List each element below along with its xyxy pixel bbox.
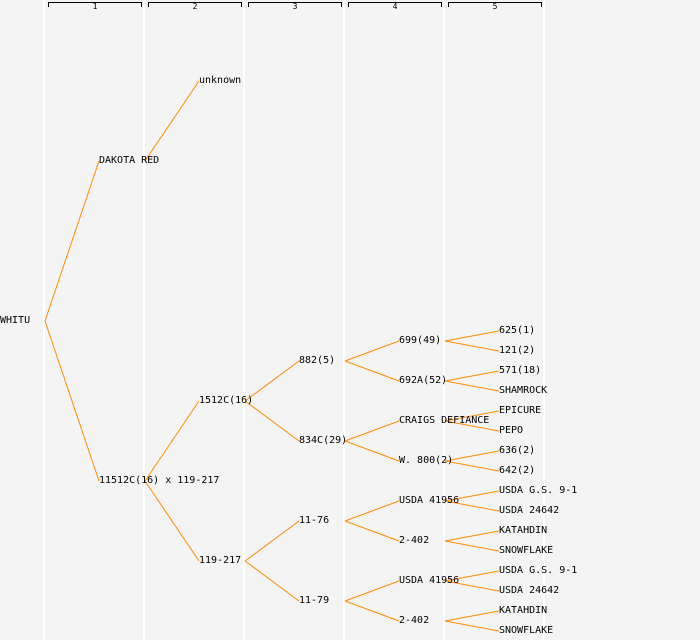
ancestor-node[interactable]: 11512C(16) x 119-217 [99, 475, 220, 486]
column-separator [43, 0, 45, 640]
ancestor-node[interactable]: USDA G.S. 9-1 [499, 565, 578, 576]
parent-link-line [344, 440, 400, 462]
parent-link-line [344, 500, 400, 522]
ancestor-node[interactable]: unknown [199, 75, 242, 86]
parent-link-line [244, 400, 300, 442]
ancestor-node[interactable]: 2-402 [399, 535, 430, 546]
ancestor-node[interactable]: PEPO [499, 425, 524, 436]
ancestor-node[interactable]: SHAMROCK [499, 385, 548, 396]
root-variety[interactable]: WHITU [0, 315, 31, 326]
ancestor-node[interactable]: 1512C(16) [199, 395, 254, 406]
ancestor-node[interactable]: SNOWFLAKE [499, 545, 554, 556]
parent-link-line [444, 410, 500, 422]
ancestor-node[interactable]: USDA G.S. 9-1 [499, 485, 578, 496]
parent-link-line [244, 360, 300, 402]
ancestor-node[interactable]: USDA 41956 [399, 495, 460, 506]
ancestor-node[interactable]: CRAIGS DEFIANCE [399, 415, 490, 426]
ancestor-node[interactable]: 625(1) [499, 325, 536, 336]
ancestor-node[interactable]: KATAHDIN [499, 605, 548, 616]
parent-link-line [344, 580, 400, 602]
parent-link-line [444, 610, 500, 622]
parent-link-line [444, 380, 500, 392]
column-separator [243, 0, 245, 640]
parent-link-line [244, 520, 300, 562]
column-separator [343, 0, 345, 640]
parent-link-line [444, 500, 500, 512]
parent-link-line [144, 400, 200, 482]
parent-link-line [444, 620, 500, 632]
generation-label: 5 [448, 2, 542, 11]
parent-link-line [444, 460, 500, 472]
ancestor-node[interactable]: 699(49) [399, 335, 442, 346]
ancestor-node[interactable]: DAKOTA RED [99, 155, 160, 166]
parent-link-line [444, 540, 500, 552]
parent-link-line [444, 340, 500, 352]
parent-link-line [344, 340, 400, 362]
ancestor-node[interactable]: USDA 41956 [399, 575, 460, 586]
ancestor-node[interactable]: 571(18) [499, 365, 542, 376]
parent-link-line [144, 80, 200, 162]
ancestor-node[interactable]: 11-76 [299, 515, 330, 526]
parent-link-line [444, 490, 500, 502]
generation-label: 4 [348, 2, 442, 11]
generation-label: 3 [248, 2, 342, 11]
ancestor-node[interactable]: W. 800(2) [399, 455, 454, 466]
generation-label: 1 [48, 2, 142, 11]
ancestor-node[interactable]: KATAHDIN [499, 525, 548, 536]
ancestor-node[interactable]: SNOWFLAKE [499, 625, 554, 636]
column-separator [143, 0, 145, 640]
parent-link-line [244, 560, 300, 602]
ancestor-node[interactable]: 636(2) [499, 445, 536, 456]
generation-number: 4 [392, 2, 398, 11]
parent-link-line [344, 420, 400, 442]
parent-link-line [344, 360, 400, 382]
ancestor-node[interactable]: USDA 24642 [499, 505, 560, 516]
ancestor-node[interactable]: USDA 24642 [499, 585, 560, 596]
generation-label: 2 [148, 2, 242, 11]
parent-link-line [444, 570, 500, 582]
parent-link-line [444, 450, 500, 462]
generation-number: 3 [292, 2, 298, 11]
generation-number: 5 [492, 2, 498, 11]
ancestor-node[interactable]: 834C(29) [299, 435, 348, 446]
parent-link-line [444, 330, 500, 342]
parent-link-line [444, 580, 500, 592]
parent-link-line [444, 420, 500, 432]
parent-link-line [144, 480, 200, 562]
generation-number: 1 [92, 2, 98, 11]
ancestor-node[interactable]: 11-79 [299, 595, 330, 606]
ancestor-node[interactable]: 642(2) [499, 465, 536, 476]
parent-link-line [444, 530, 500, 542]
ancestor-node[interactable]: EPICURE [499, 405, 542, 416]
column-separator [443, 0, 445, 640]
generation-number: 2 [192, 2, 198, 11]
parent-link-line [344, 600, 400, 622]
ancestor-node[interactable]: 121(2) [499, 345, 536, 356]
ancestor-node[interactable]: 119-217 [199, 555, 242, 566]
parent-link-line [44, 320, 100, 482]
parent-link-line [344, 520, 400, 542]
ancestor-node[interactable]: 692A(52) [399, 375, 448, 386]
parent-link-line [44, 160, 100, 322]
ancestor-node[interactable]: 882(5) [299, 355, 336, 366]
ancestor-node[interactable]: 2-402 [399, 615, 430, 626]
column-separator [543, 0, 545, 640]
parent-link-line [444, 370, 500, 382]
